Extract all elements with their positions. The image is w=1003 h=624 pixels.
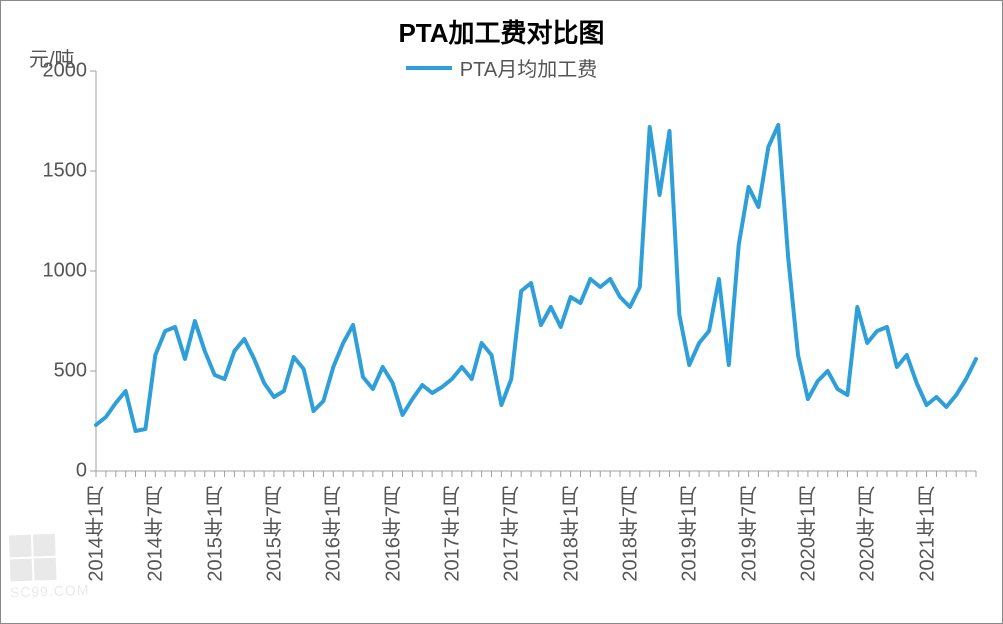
x-tick-label: 2018年1月 [556, 486, 585, 582]
y-tick-label: 0 [27, 460, 87, 483]
x-tick-label: 2015年1月 [200, 486, 229, 582]
x-tick-label: 2017年1月 [437, 486, 466, 582]
y-tick-label: 500 [27, 360, 87, 383]
chart-container: PTA加工费对比图 元/吨 PTA月均加工费 SC99.COM 05001000… [0, 0, 1003, 624]
x-tick-label: 2017年7月 [497, 486, 526, 582]
x-tick-label: 2019年1月 [675, 486, 704, 582]
plot-area [96, 71, 976, 471]
y-tick-label: 1000 [27, 260, 87, 283]
y-tick-label: 1500 [27, 160, 87, 183]
data-line [96, 125, 976, 431]
watermark: SC99.COM [8, 532, 90, 601]
watermark-text: SC99.COM [10, 582, 90, 601]
x-tick-label: 2014年7月 [141, 486, 170, 582]
x-tick-label: 2020年1月 [793, 486, 822, 582]
legend-line-sample [406, 66, 452, 70]
x-tick-label: 2018年7月 [615, 486, 644, 582]
x-tick-label: 2014年1月 [82, 486, 111, 582]
chart-title: PTA加工费对比图 [1, 13, 1002, 50]
x-tick-label: 2019年7月 [734, 486, 763, 582]
x-tick-label: 2021年1月 [912, 486, 941, 582]
x-tick-label: 2020年7月 [853, 486, 882, 582]
chart-svg [96, 71, 976, 471]
x-tick-label: 2016年7月 [378, 486, 407, 582]
y-tick-label: 2000 [27, 60, 87, 83]
x-tick-label: 2016年1月 [319, 486, 348, 582]
x-tick-label: 2015年7月 [259, 486, 288, 582]
